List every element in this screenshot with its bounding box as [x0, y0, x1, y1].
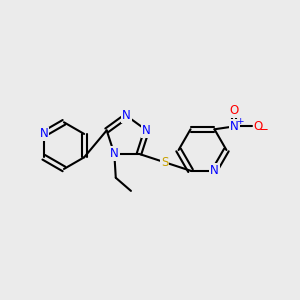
Text: N: N: [230, 120, 239, 133]
Text: N: N: [210, 164, 219, 177]
Text: S: S: [161, 156, 169, 169]
Text: N: N: [39, 128, 48, 140]
Text: −: −: [259, 123, 269, 136]
Text: N: N: [110, 147, 119, 161]
Text: N: N: [122, 110, 131, 122]
Text: +: +: [236, 117, 244, 126]
Text: N: N: [142, 124, 151, 137]
Text: O: O: [230, 104, 239, 117]
Text: O: O: [254, 120, 263, 133]
